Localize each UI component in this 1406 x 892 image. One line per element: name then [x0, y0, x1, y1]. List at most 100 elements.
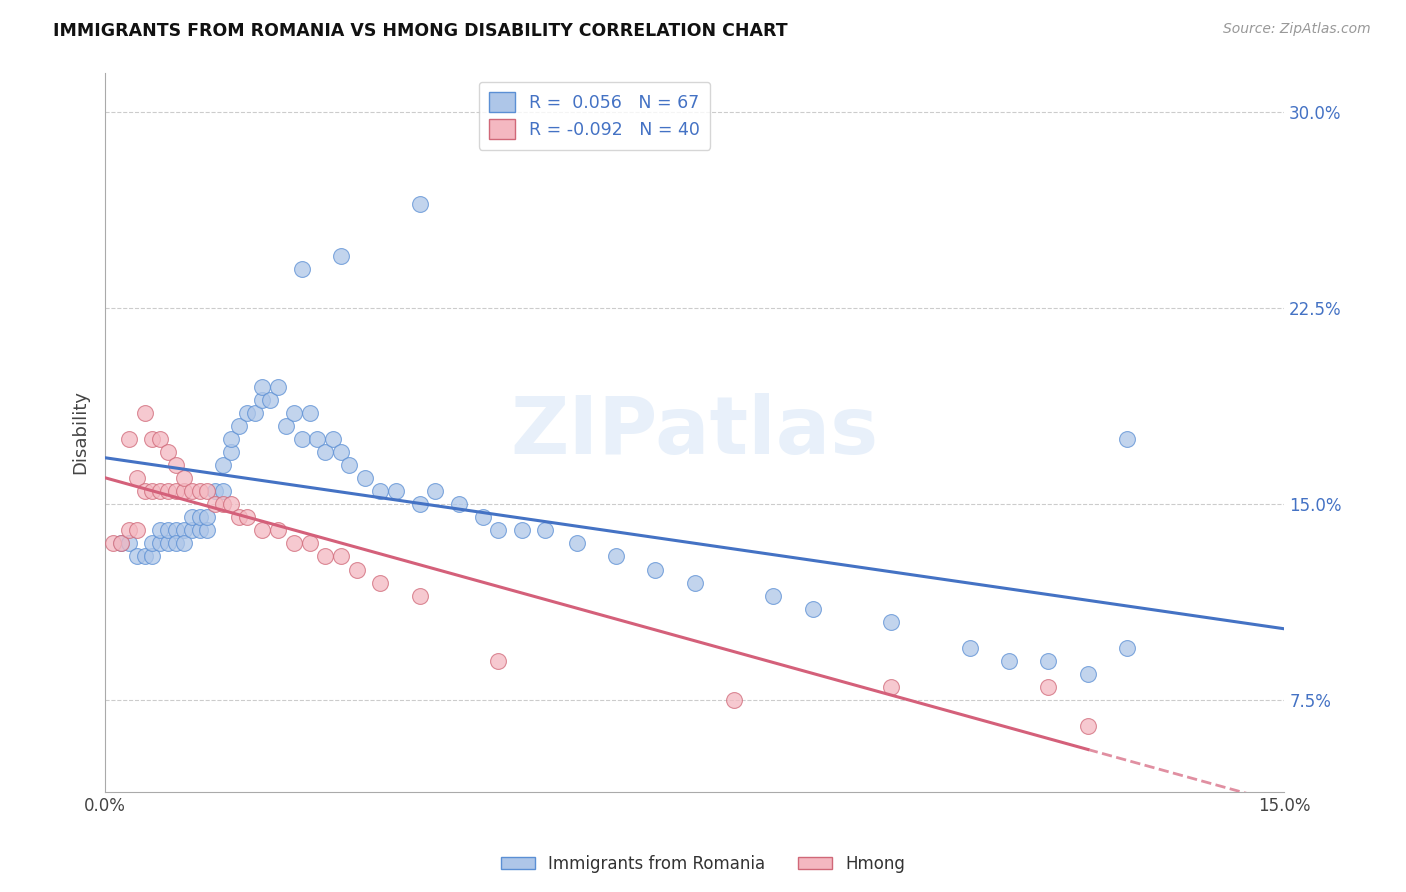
Point — [134, 549, 156, 564]
Point — [173, 524, 195, 538]
Point — [408, 589, 430, 603]
Point — [212, 497, 235, 511]
Point — [149, 484, 172, 499]
Point — [141, 549, 163, 564]
Point — [1077, 667, 1099, 681]
Point — [219, 445, 242, 459]
Point — [330, 249, 353, 263]
Point — [165, 524, 187, 538]
Point — [134, 406, 156, 420]
Point — [157, 445, 180, 459]
Point — [298, 406, 321, 420]
Point — [1116, 640, 1139, 655]
Point — [283, 536, 305, 550]
Point — [408, 497, 430, 511]
Point — [534, 524, 557, 538]
Point — [118, 432, 141, 446]
Point — [165, 458, 187, 472]
Point — [228, 510, 250, 524]
Point — [149, 432, 172, 446]
Point — [252, 392, 274, 407]
Point — [1038, 654, 1060, 668]
Point — [188, 484, 211, 499]
Point — [212, 484, 235, 499]
Point — [180, 510, 202, 524]
Point — [141, 432, 163, 446]
Point — [346, 563, 368, 577]
Point — [314, 445, 336, 459]
Point — [125, 524, 148, 538]
Point — [118, 524, 141, 538]
Point — [235, 406, 257, 420]
Point — [180, 524, 202, 538]
Point — [101, 536, 124, 550]
Point — [408, 196, 430, 211]
Point — [1116, 432, 1139, 446]
Legend: R =  0.056   N = 67, R = -0.092   N = 40: R = 0.056 N = 67, R = -0.092 N = 40 — [478, 82, 710, 150]
Point — [180, 484, 202, 499]
Point — [1077, 719, 1099, 733]
Point — [118, 536, 141, 550]
Point — [267, 379, 290, 393]
Point — [125, 471, 148, 485]
Point — [212, 458, 235, 472]
Point — [471, 510, 494, 524]
Point — [274, 418, 297, 433]
Point — [565, 536, 588, 550]
Point — [1038, 680, 1060, 694]
Point — [197, 484, 219, 499]
Point — [157, 536, 180, 550]
Point — [134, 484, 156, 499]
Point — [370, 484, 392, 499]
Point — [188, 510, 211, 524]
Point — [173, 471, 195, 485]
Point — [141, 484, 163, 499]
Point — [959, 640, 981, 655]
Point — [314, 549, 336, 564]
Point — [125, 549, 148, 564]
Point — [228, 418, 250, 433]
Point — [204, 497, 226, 511]
Point — [322, 432, 344, 446]
Point — [385, 484, 408, 499]
Point — [370, 575, 392, 590]
Text: Source: ZipAtlas.com: Source: ZipAtlas.com — [1223, 22, 1371, 37]
Point — [267, 524, 290, 538]
Point — [425, 484, 447, 499]
Point — [110, 536, 132, 550]
Text: ZIPatlas: ZIPatlas — [510, 393, 879, 471]
Point — [307, 432, 329, 446]
Point — [283, 406, 305, 420]
Point — [165, 536, 187, 550]
Point — [683, 575, 706, 590]
Point — [173, 536, 195, 550]
Text: IMMIGRANTS FROM ROMANIA VS HMONG DISABILITY CORRELATION CHART: IMMIGRANTS FROM ROMANIA VS HMONG DISABIL… — [53, 22, 787, 40]
Point — [157, 524, 180, 538]
Point — [252, 379, 274, 393]
Point — [165, 484, 187, 499]
Point — [337, 458, 360, 472]
Point — [291, 262, 314, 277]
Point — [157, 484, 180, 499]
Point — [149, 536, 172, 550]
Point — [243, 406, 266, 420]
Point — [219, 432, 242, 446]
Legend: Immigrants from Romania, Hmong: Immigrants from Romania, Hmong — [495, 848, 911, 880]
Point — [447, 497, 470, 511]
Point — [197, 524, 219, 538]
Point — [801, 601, 824, 615]
Point — [486, 654, 509, 668]
Point — [141, 536, 163, 550]
Point — [510, 524, 533, 538]
Point — [149, 524, 172, 538]
Point — [298, 536, 321, 550]
Point — [330, 445, 353, 459]
Point — [762, 589, 785, 603]
Y-axis label: Disability: Disability — [72, 391, 89, 475]
Point — [998, 654, 1021, 668]
Point — [353, 471, 375, 485]
Point — [252, 524, 274, 538]
Point — [259, 392, 281, 407]
Point — [291, 432, 314, 446]
Point — [723, 693, 745, 707]
